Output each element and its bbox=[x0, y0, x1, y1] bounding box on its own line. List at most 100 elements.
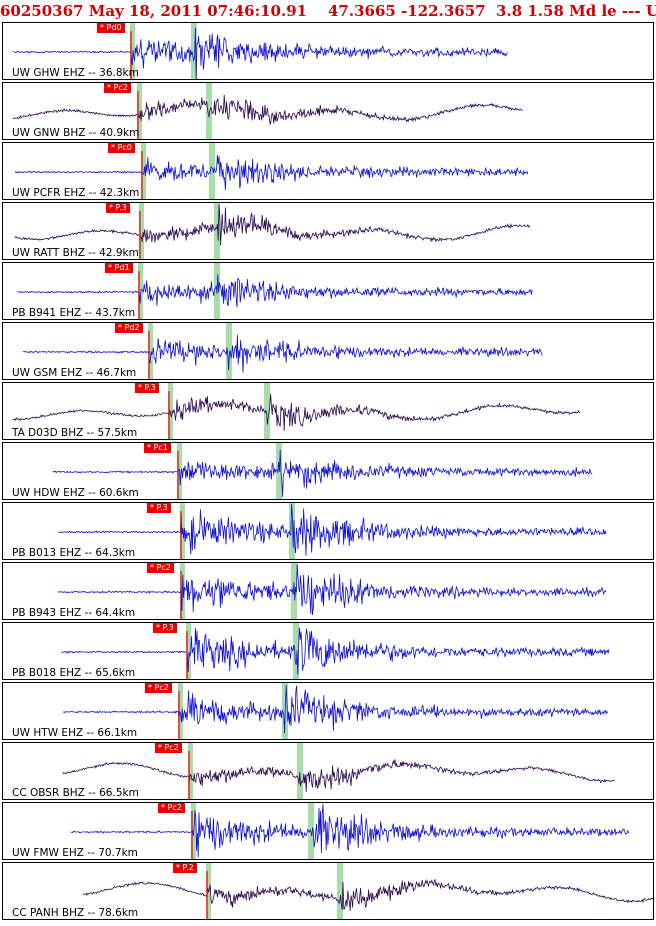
s-window-marker bbox=[214, 203, 220, 259]
waveform-plot bbox=[57, 503, 607, 559]
pick-label[interactable]: * P.3 bbox=[135, 383, 159, 393]
pick-label[interactable]: * P.3 bbox=[153, 623, 177, 633]
p-window-marker bbox=[186, 623, 191, 679]
waveform-trace bbox=[62, 685, 609, 734]
waveform-trace bbox=[14, 204, 531, 246]
s-window-marker bbox=[191, 23, 197, 79]
waveform-plot bbox=[82, 863, 653, 919]
pick-label[interactable]: * Pd2 bbox=[115, 323, 143, 333]
station-label: PB B018 EHZ -- 65.6km bbox=[12, 667, 136, 679]
s-window-marker bbox=[206, 83, 212, 139]
pick-label[interactable]: * Pd0 bbox=[97, 23, 125, 33]
station-label: PB B943 EHZ -- 64.4km bbox=[12, 607, 136, 619]
trace-panel: * P.3 PB B018 EHZ -- 65.6km bbox=[2, 622, 654, 680]
waveform-plot bbox=[57, 563, 607, 619]
station-label: PB B941 EHZ -- 43.7km bbox=[12, 307, 136, 319]
s-window-marker bbox=[293, 623, 299, 679]
p-window-marker bbox=[178, 683, 183, 739]
waveform-trace bbox=[12, 27, 508, 79]
event-lon: -122.3657 bbox=[401, 2, 486, 20]
p-window-marker bbox=[139, 203, 144, 259]
s-window-marker bbox=[337, 863, 343, 919]
waveform-trace bbox=[62, 759, 616, 792]
station-label: UW GSM EHZ -- 46.7km bbox=[12, 367, 137, 379]
waveform-trace bbox=[70, 803, 629, 858]
s-window-marker bbox=[297, 743, 303, 799]
pick-label[interactable]: * Pc2 bbox=[145, 683, 172, 693]
waveform-trace bbox=[14, 155, 529, 191]
waveform-trace bbox=[57, 503, 607, 556]
trace-panel: * Pd1 PB B941 EHZ -- 43.7km bbox=[2, 262, 654, 320]
station-label: UW FMW EHZ -- 70.7km bbox=[12, 847, 138, 859]
waveform-plot bbox=[52, 443, 593, 499]
event-depth: 3.8 bbox=[496, 2, 523, 20]
p-window-marker bbox=[148, 323, 153, 379]
pick-label[interactable]: * P.3 bbox=[106, 203, 130, 213]
trace-panel: * P.3 PB B013 EHZ -- 64.3km bbox=[2, 502, 654, 560]
trace-panel: * Pc0 UW PCFR EHZ -- 42.3km bbox=[2, 142, 654, 200]
waveform-plot bbox=[17, 263, 533, 319]
event-datetime: May 18, 2011 07:46:10.91 bbox=[88, 2, 308, 20]
trace-panel: * Pc2 PB B943 EHZ -- 64.4km bbox=[2, 562, 654, 620]
waveform-plot bbox=[12, 23, 508, 79]
p-window-marker bbox=[137, 83, 142, 139]
s-window-marker bbox=[264, 383, 270, 439]
pick-label[interactable]: * Pd1 bbox=[105, 263, 133, 273]
station-label: CC PANH BHZ -- 78.6km bbox=[12, 907, 139, 919]
p-window-marker bbox=[138, 263, 143, 319]
trace-panel: * Pc2 CC OBSR BHZ -- 66.5km bbox=[2, 742, 654, 800]
s-window-marker bbox=[226, 323, 232, 379]
waveform-plot bbox=[70, 803, 629, 859]
pick-label[interactable]: * Pc2 bbox=[147, 563, 174, 573]
pick-label[interactable]: * P.2 bbox=[173, 863, 197, 873]
pick-label[interactable]: * Pc2 bbox=[104, 83, 131, 93]
trace-panel: * Pd2 UW GSM EHZ -- 46.7km bbox=[2, 322, 654, 380]
station-label: UW GNW BHZ -- 40.9km bbox=[12, 127, 140, 139]
waveform-plot bbox=[62, 683, 609, 739]
trace-panel: * Pc2 UW GNW BHZ -- 40.9km bbox=[2, 82, 654, 140]
waveform-plot bbox=[60, 623, 610, 679]
station-label: UW PCFR EHZ -- 42.3km bbox=[12, 187, 140, 199]
event-lat: 47.3665 bbox=[327, 2, 396, 20]
p-window-marker bbox=[130, 23, 135, 79]
pick-label[interactable]: * Pc0 bbox=[108, 143, 135, 153]
p-window-marker bbox=[168, 383, 173, 439]
waveform-plot bbox=[12, 383, 581, 439]
p-window-marker bbox=[141, 143, 146, 199]
waveform-plot bbox=[12, 83, 523, 139]
event-id: 60250367 bbox=[0, 2, 84, 20]
station-label: CC OBSR BHZ -- 66.5km bbox=[12, 787, 139, 799]
waveform-plot bbox=[62, 743, 616, 799]
waveform-plot bbox=[14, 203, 531, 259]
waveform-trace bbox=[17, 274, 533, 308]
station-label: PB B013 EHZ -- 64.3km bbox=[12, 547, 136, 559]
event-magnitude: 1.58 Md bbox=[527, 2, 597, 20]
trace-panel: * P.2 CC PANH BHZ -- 78.6km bbox=[2, 862, 654, 920]
waveform-trace bbox=[52, 449, 593, 497]
event-tail: le --- UW 01 -1 bbox=[601, 2, 656, 20]
trace-panel: * Pc1 UW HDW EHZ -- 60.6km bbox=[2, 442, 654, 500]
waveform-trace bbox=[12, 393, 581, 431]
trace-panel: * Pc2 UW FMW EHZ -- 70.7km bbox=[2, 802, 654, 860]
station-label: UW HDW EHZ -- 60.6km bbox=[12, 487, 139, 499]
waveform-trace bbox=[22, 334, 543, 373]
pick-label[interactable]: * Pc2 bbox=[158, 803, 185, 813]
waveform-trace bbox=[12, 94, 523, 126]
s-window-marker bbox=[209, 143, 215, 199]
pick-label[interactable]: * Pc1 bbox=[144, 443, 171, 453]
station-label: UW GHW EHZ -- 36.8km bbox=[12, 67, 139, 79]
p-window-marker bbox=[188, 743, 193, 799]
s-window-marker bbox=[289, 503, 295, 559]
pick-label[interactable]: * P.3 bbox=[147, 503, 171, 513]
trace-panel: * P.3 UW RATT BHZ -- 42.9km bbox=[2, 202, 654, 260]
waveform-trace bbox=[82, 878, 653, 911]
trace-panel: * Pd0 UW GHW EHZ -- 36.8km bbox=[2, 22, 654, 80]
waveform-plot bbox=[14, 143, 529, 199]
waveform-trace bbox=[57, 563, 607, 616]
trace-panel: * P.3 TA D03D BHZ -- 57.5km bbox=[2, 382, 654, 440]
station-label: TA D03D BHZ -- 57.5km bbox=[12, 427, 138, 439]
event-header: 60250367 May 18, 2011 07:46:10.91 47.366… bbox=[0, 0, 656, 22]
station-label: UW RATT BHZ -- 42.9km bbox=[12, 247, 139, 259]
waveform-trace bbox=[60, 627, 610, 675]
pick-label[interactable]: * Pc2 bbox=[155, 743, 182, 753]
